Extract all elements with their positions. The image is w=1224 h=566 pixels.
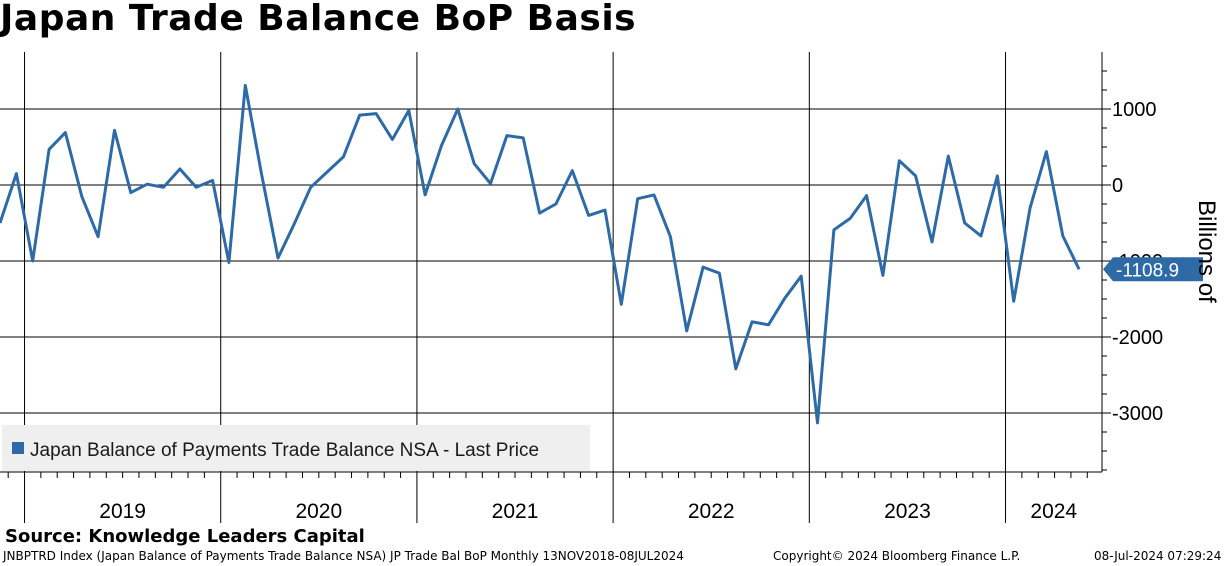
- last-value-tag: [1103, 257, 1203, 282]
- last-value-marker: -1108.9: [1103, 257, 1203, 282]
- year-label: 2023: [884, 500, 931, 523]
- year-label: 2022: [688, 500, 735, 523]
- horizontal-gridlines: [0, 108, 1111, 414]
- x-year-labels: 2019 2020 2021 2022 2023 2024: [99, 500, 1077, 523]
- source-text: Source: Knowledge Leaders Capital: [5, 526, 365, 547]
- legend: Japan Balance of Payments Trade Balance …: [2, 425, 590, 471]
- footer-copyright: Copyright© 2024 Bloomberg Finance L.P.: [773, 549, 1021, 563]
- year-label: 2021: [492, 500, 539, 523]
- year-ticks: [7, 472, 1088, 478]
- legend-label: Japan Balance of Payments Trade Balance …: [30, 440, 539, 461]
- y-axis-label: Billions of: [1193, 200, 1220, 303]
- legend-box: [2, 425, 590, 471]
- year-label: 2019: [99, 500, 146, 523]
- minor-ticks: [1102, 70, 1107, 471]
- year-label: 2024: [1030, 500, 1077, 523]
- y-tick-label: 0: [1112, 175, 1123, 197]
- chart-title: Japan Trade Balance BoP Basis: [0, 0, 637, 39]
- series-line: [0, 83, 1081, 425]
- year-label: 2020: [295, 500, 342, 523]
- footer-timestamp: 08-Jul-2024 07:29:24: [1094, 549, 1222, 563]
- footer-description: JNBPTRD Index (Japan Balance of Payments…: [3, 549, 684, 563]
- legend-swatch: [12, 442, 24, 454]
- y-tick-label: -2000: [1112, 327, 1163, 349]
- last-value-label: -1108.9: [1116, 260, 1179, 281]
- y-tick-label: 1000: [1112, 99, 1157, 121]
- y-tick-label: -3000: [1112, 403, 1163, 425]
